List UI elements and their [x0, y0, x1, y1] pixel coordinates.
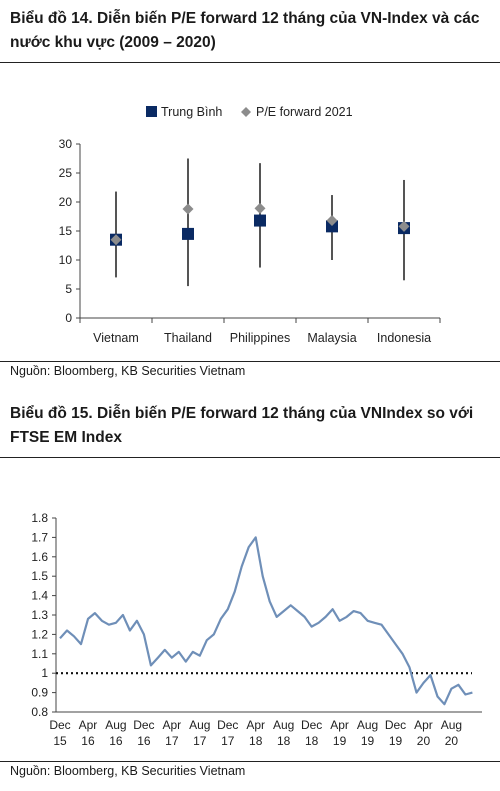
y-tick-label: 5: [65, 282, 72, 296]
marker-pe-forward-2021: [254, 202, 266, 214]
marker-trung-binh: [254, 214, 266, 227]
chart1-title-rule: [0, 62, 500, 63]
x-tick-year: 16: [109, 734, 123, 748]
x-tick-month: Dec: [217, 718, 238, 732]
x-tick-year: 18: [249, 734, 263, 748]
x-tick-label: Indonesia: [377, 331, 431, 345]
x-tick-month: Aug: [441, 718, 462, 732]
y-tick-label: 0.9: [31, 686, 48, 700]
chart2-source: Nguồn: Bloomberg, KB Securities Vietnam: [10, 764, 246, 778]
y-tick-label: 25: [59, 166, 73, 180]
x-tick-month: Aug: [105, 718, 126, 732]
chart1-source: Nguồn: Bloomberg, KB Securities Vietnam: [10, 364, 246, 378]
chart2-source-rule: [0, 761, 500, 762]
y-tick-label: 30: [59, 137, 73, 151]
marker-pe-forward-2021: [182, 203, 194, 215]
x-tick-month: Apr: [246, 718, 265, 732]
legend-swatch-pe-forward-2021: [241, 107, 251, 117]
y-tick-label: 15: [59, 224, 73, 238]
x-tick-year: 16: [137, 734, 151, 748]
x-tick-month: Aug: [357, 718, 378, 732]
y-tick-label: 1: [41, 666, 48, 680]
y-tick-label: 10: [59, 253, 73, 267]
x-tick-year: 17: [193, 734, 207, 748]
x-tick-month: Aug: [189, 718, 210, 732]
x-tick-label: Thailand: [164, 331, 212, 345]
legend-label-trung-binh: Trung Bình: [161, 105, 222, 119]
y-tick-label: 1.6: [31, 550, 48, 564]
x-tick-month: Apr: [79, 718, 98, 732]
x-tick-year: 15: [53, 734, 67, 748]
x-tick-year: 17: [165, 734, 179, 748]
marker-trung-binh: [182, 227, 194, 240]
x-tick-year: 19: [361, 734, 375, 748]
chart2-title-rule: [0, 457, 500, 458]
x-tick-year: 18: [277, 734, 291, 748]
y-tick-label: 1.4: [31, 589, 48, 603]
x-tick-month: Dec: [49, 718, 70, 732]
marker-pe-forward-2021: [110, 234, 122, 246]
x-tick-month: Apr: [330, 718, 349, 732]
y-tick-label: 1.1: [31, 647, 48, 661]
y-tick-label: 1.8: [31, 511, 48, 525]
legend-label-pe-forward-2021: P/E forward 2021: [256, 105, 353, 119]
y-tick-label: 1.7: [31, 530, 48, 544]
x-tick-month: Aug: [273, 718, 294, 732]
y-tick-label: 0.8: [31, 705, 48, 719]
x-tick-label: Vietnam: [93, 331, 139, 345]
y-tick-label: 20: [59, 195, 73, 209]
marker-trung-binh: [326, 220, 338, 233]
chart1-title: Biểu đồ 14. Diễn biến P/E forward 12 thá…: [10, 10, 480, 51]
marker-pe-forward-2021: [326, 215, 338, 227]
x-tick-month: Apr: [414, 718, 433, 732]
chart1-source-rule: [0, 361, 500, 362]
y-tick-label: 0: [65, 311, 72, 325]
x-tick-label: Malaysia: [307, 331, 356, 345]
y-tick-label: 1.5: [31, 569, 48, 583]
x-tick-year: 20: [417, 734, 431, 748]
x-tick-month: Dec: [385, 718, 406, 732]
marker-pe-forward-2021: [398, 220, 410, 232]
chart2-title: Biểu đồ 15. Diễn biến P/E forward 12 thá…: [10, 405, 474, 446]
x-tick-year: 20: [445, 734, 459, 748]
x-tick-year: 19: [389, 734, 403, 748]
x-tick-year: 17: [221, 734, 235, 748]
chart2-plot: 0.8 0.9 1 1.1 1.2 1.3 1.4 1.5 1.6 1.7 1.8 Dec 15 Apr 1…: [31, 511, 482, 748]
chart1-plot: 0 5 10 15 20 25 30 Vietnam Thailand Philippines Ma…: [59, 105, 441, 345]
y-tick-label: 1.2: [31, 627, 48, 641]
x-tick-year: 16: [81, 734, 95, 748]
x-tick-month: Apr: [162, 718, 181, 732]
x-tick-year: 18: [305, 734, 319, 748]
legend-swatch-trung-binh: [146, 106, 157, 117]
x-tick-month: Dec: [301, 718, 322, 732]
series-line-vnindex-vs-ftse-em: [59, 536, 473, 706]
y-tick-label: 1.3: [31, 608, 48, 622]
x-tick-year: 19: [333, 734, 347, 748]
x-tick-label: Philippines: [230, 331, 290, 345]
x-tick-month: Dec: [133, 718, 154, 732]
